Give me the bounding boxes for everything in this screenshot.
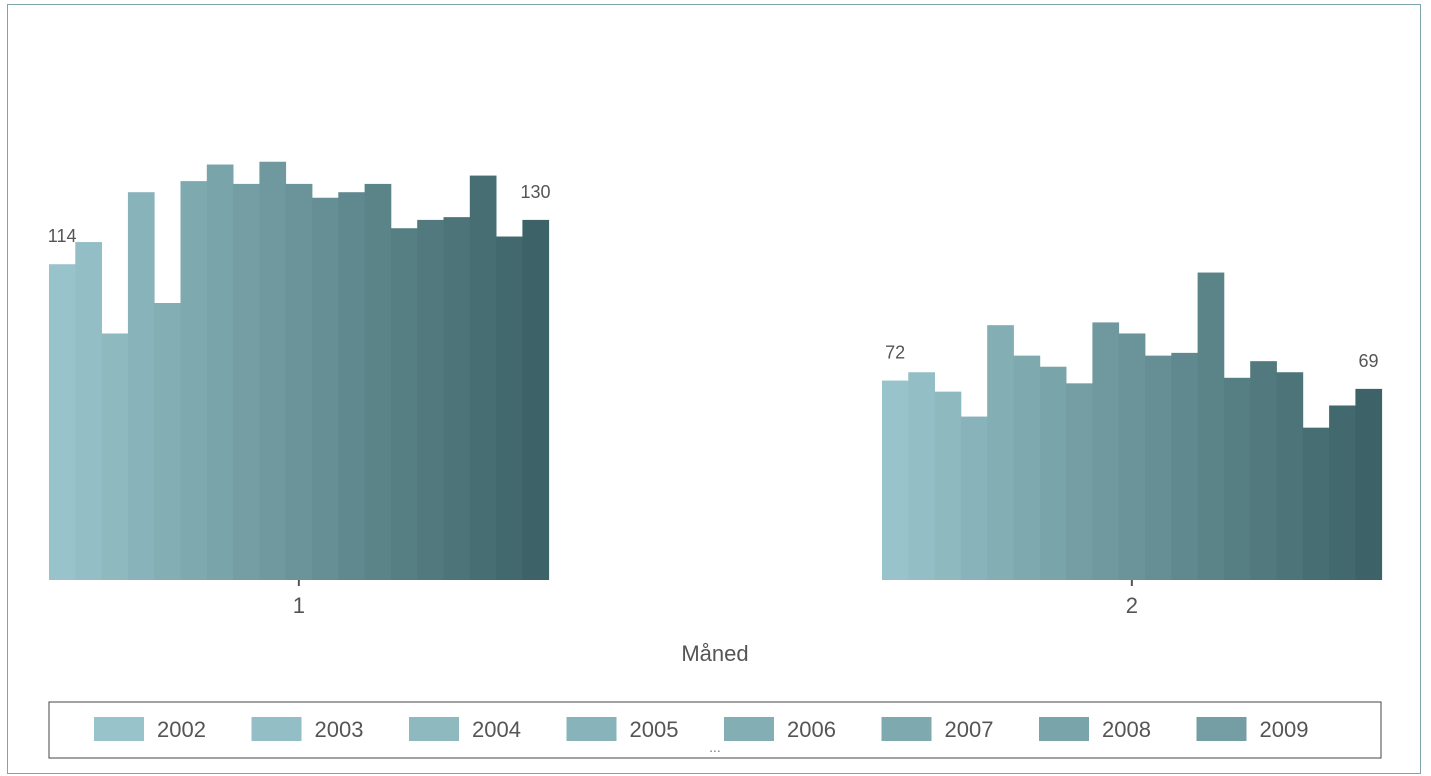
legend-label-2009[interactable]: 2009 [1260,717,1309,742]
legend-label-2003[interactable]: 2003 [315,717,364,742]
legend-swatch-2002[interactable] [94,717,144,741]
legend-swatch-2005[interactable] [566,717,617,741]
bar-2005-month-2[interactable] [960,416,988,580]
bar-series-16-month-2[interactable] [1276,372,1304,580]
data-label-month-1-130: 130 [521,182,551,202]
bar-2005-month-1[interactable] [127,192,155,580]
bars-layer [49,161,1383,581]
bar-2002-month-2[interactable] [882,380,909,580]
bar-series-18-month-1[interactable] [496,236,523,580]
bar-2003-month-1[interactable] [75,242,102,580]
bar-2007-month-1[interactable] [180,181,208,580]
bar-2002-month-1[interactable] [49,264,76,580]
bar-2004-month-2[interactable] [934,391,962,580]
bar-series-13-month-1[interactable] [364,183,392,580]
bar-series-15-month-1[interactable] [417,219,444,580]
data-label-month-1-114: 114 [48,226,77,246]
legend-swatch-2006[interactable] [724,717,774,741]
data-labels: 114 130 72 69 [48,182,1379,371]
bar-2004-month-1[interactable] [101,333,129,580]
bar-series-16-month-1[interactable] [443,217,471,580]
bar-2006-month-2[interactable] [987,325,1014,580]
legend-swatch-2004[interactable] [409,717,459,741]
data-label-month-2-72: 72 [885,343,905,363]
bar-series-17-month-1[interactable] [469,175,497,580]
bar-series-12-month-2[interactable] [1171,352,1198,580]
bar-series-11-month-1[interactable] [312,197,339,581]
bar-series-9-month-1[interactable] [259,161,287,581]
bar-2008-month-2[interactable] [1039,366,1067,580]
legend-swatch-2009[interactable] [1196,717,1247,741]
x-tick-label-1: 1 [293,593,305,618]
legend-swatch-2003[interactable] [251,717,302,741]
bar-series-11-month-2[interactable] [1145,355,1172,580]
legend-label-2004[interactable]: 2004 [472,717,521,742]
bar-2006-month-1[interactable] [154,303,181,580]
bar-series-18-month-2[interactable] [1329,405,1356,580]
bar-series-19-month-1[interactable] [522,219,550,580]
bar-series-14-month-1[interactable] [390,228,418,580]
bar-2008-month-1[interactable] [206,164,234,581]
legend-label-2005[interactable]: 2005 [630,717,679,742]
x-tick-label-2: 2 [1126,593,1138,618]
legend-swatch-2008[interactable] [1039,717,1089,741]
bar-2007-month-2[interactable] [1013,355,1041,580]
bar-series-10-month-1[interactable] [285,183,313,580]
bar-series-19-month-2[interactable] [1355,388,1383,580]
bar-2003-month-2[interactable] [908,372,935,580]
bar-series-17-month-2[interactable] [1302,427,1330,580]
bar-2009-month-1[interactable] [233,183,260,580]
legend-label-2002[interactable]: 2002 [157,717,206,742]
bar-series-9-month-2[interactable] [1092,322,1120,580]
bar-series-12-month-1[interactable] [338,192,365,580]
legend-label-2008[interactable]: 2008 [1102,717,1151,742]
bar-2009-month-2[interactable] [1066,383,1093,580]
x-axis-title: Måned [681,641,748,666]
bar-series-10-month-2[interactable] [1118,333,1146,580]
legend-label-2007[interactable]: 2007 [945,717,994,742]
bar-series-15-month-2[interactable] [1250,361,1277,580]
legend-label-2006[interactable]: 2006 [787,717,836,742]
legend-overflow-indicator[interactable]: ... [709,739,721,755]
data-label-month-2-69: 69 [1359,351,1379,371]
legend[interactable]: ... 2002 2003 2004 2005 2006 2007 2008 2009 [48,701,1382,759]
legend-swatch-2007[interactable] [881,717,932,741]
bar-series-14-month-2[interactable] [1223,377,1251,580]
bar-series-13-month-2[interactable] [1197,272,1225,580]
